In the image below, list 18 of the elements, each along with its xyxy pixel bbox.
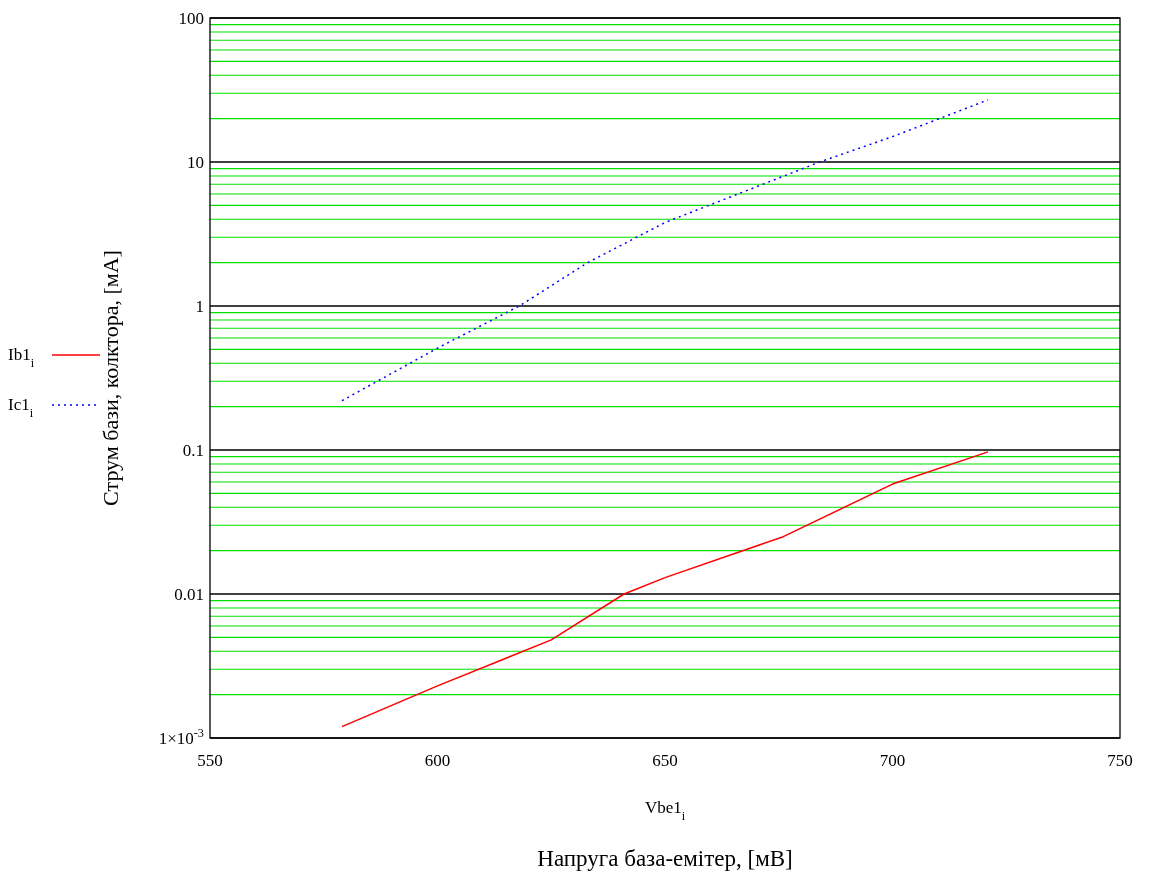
y-tick-label: 1 — [195, 297, 204, 316]
x-tick-label: 750 — [1107, 751, 1133, 770]
y-tick-label: 0.1 — [182, 441, 204, 460]
y-tick-label: 0.01 — [174, 585, 204, 604]
legend-label: Ib1$_{i}$ — [8, 345, 35, 370]
legend-label: Ic1$_{i}$ — [8, 395, 34, 420]
y-tick-label: 10 — [187, 153, 204, 172]
text: Напруга база-емітер, [мВ] — [537, 846, 793, 871]
x-tick-label: 650 — [652, 751, 678, 770]
line-series — [341, 99, 989, 402]
line-series — [341, 451, 989, 728]
y-axis-title: Струм бази, колктора, [мА] — [98, 250, 123, 506]
y-tick-label: 100 — [178, 9, 204, 28]
y-tick-label: 1×10$^{-3}$ — [158, 726, 204, 748]
x-tick-label: 550 — [197, 751, 223, 770]
x-tick-label: 700 — [879, 751, 906, 770]
x-tick-label: 600 — [424, 751, 451, 770]
x-axis-title: Vbe1$_{i}$ — [644, 798, 686, 823]
